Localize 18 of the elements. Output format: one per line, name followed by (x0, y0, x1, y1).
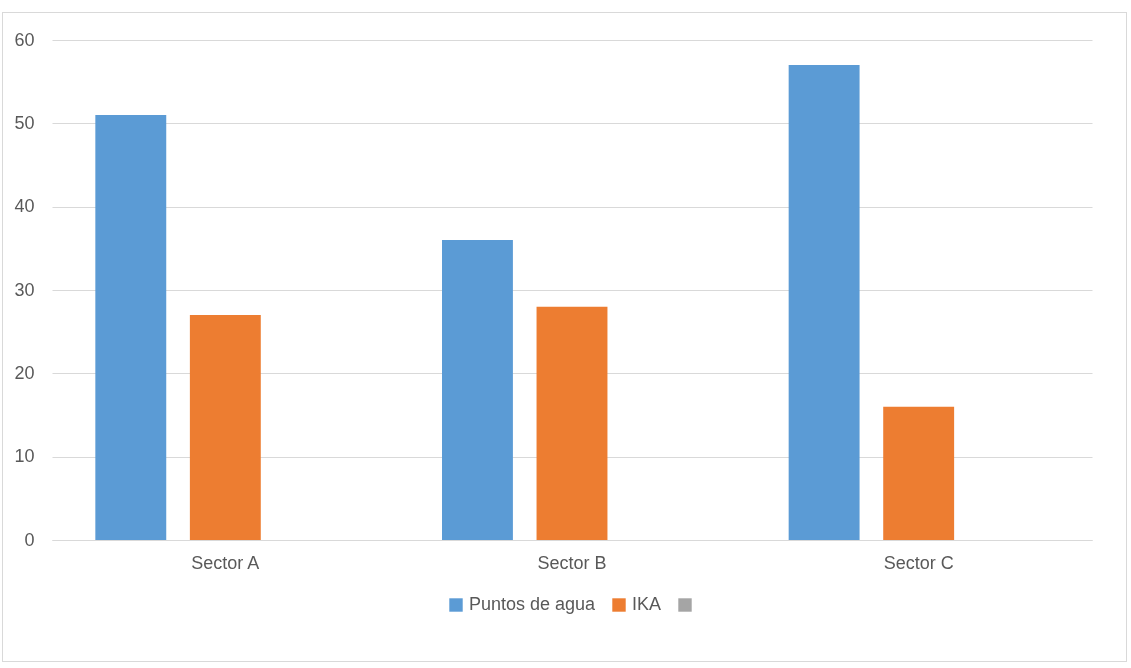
bar (536, 306, 608, 540)
y-tick-label: 50 (14, 112, 35, 133)
y-tick-label: 40 (14, 196, 35, 217)
x-tick-label: Sector A (191, 552, 260, 573)
legend-label: Puntos de agua (469, 594, 597, 614)
bar (788, 65, 860, 540)
y-tick-label: 30 (14, 279, 35, 300)
bar (189, 315, 261, 540)
bar (442, 240, 513, 540)
y-tick-label: 20 (14, 362, 35, 383)
y-tick-label: 60 (14, 29, 35, 50)
bar (883, 406, 955, 540)
x-tick-label: Sector B (537, 552, 607, 573)
y-tick-label: 10 (14, 446, 35, 467)
bar (95, 115, 167, 540)
y-tick-label: 0 (24, 529, 35, 550)
legend-label: IKA (632, 594, 662, 614)
x-tick-label: Sector C (883, 552, 954, 573)
